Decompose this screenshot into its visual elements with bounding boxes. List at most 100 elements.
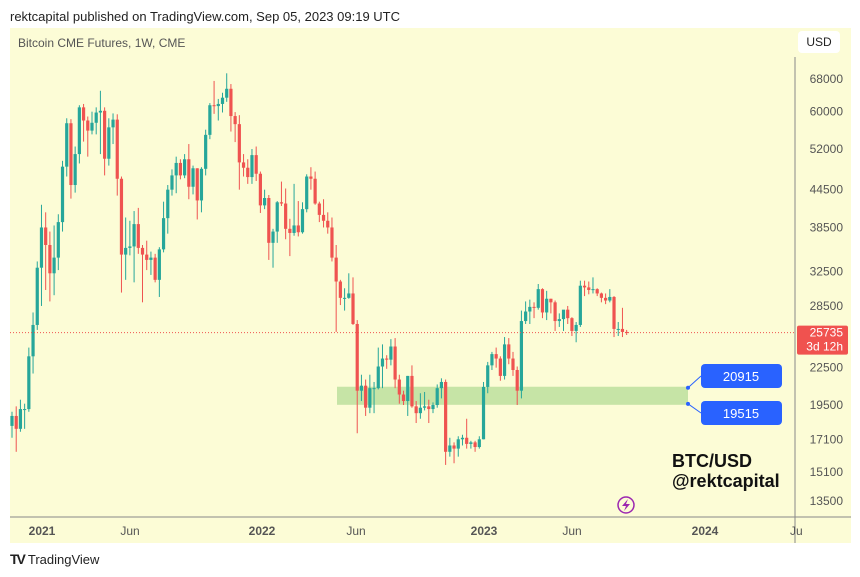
candle-body xyxy=(305,176,309,210)
candle-body xyxy=(115,119,119,179)
zone-bottom-label-connector xyxy=(687,403,702,414)
candle-body xyxy=(94,112,98,123)
candle-body xyxy=(77,107,81,155)
zone-bottom-label-box[interactable] xyxy=(701,401,782,425)
candle-body xyxy=(536,289,540,308)
zone-top-label-anchor[interactable] xyxy=(686,385,690,390)
candle-body xyxy=(507,344,511,359)
chart-panel[interactable] xyxy=(10,28,851,543)
candle-body xyxy=(406,375,410,402)
candle-body xyxy=(524,311,528,322)
candle-body xyxy=(498,358,502,376)
candle-body xyxy=(582,285,587,288)
candle-body xyxy=(364,385,368,408)
candle-body xyxy=(342,297,347,299)
candle-body xyxy=(35,267,39,325)
price-tick-label: 38500 xyxy=(810,220,844,234)
current-price-tag xyxy=(797,325,848,355)
candle-body xyxy=(469,442,473,444)
candle-body xyxy=(65,123,69,167)
candle-body xyxy=(570,318,574,331)
candle-body xyxy=(477,439,481,448)
candle-body xyxy=(174,162,178,176)
candle-body xyxy=(279,202,284,204)
candle-body xyxy=(401,394,406,402)
candle-body xyxy=(612,296,616,329)
candle-body xyxy=(625,331,629,333)
candle-body xyxy=(263,198,267,206)
candle-body xyxy=(347,293,351,298)
candle-body xyxy=(132,224,136,247)
candle-body xyxy=(187,159,191,187)
candle-body xyxy=(591,289,595,291)
time-tick-label: 2022 xyxy=(249,524,276,538)
candle-body xyxy=(452,445,456,449)
candle-body xyxy=(208,105,212,135)
candle-body xyxy=(444,381,448,452)
candle-body xyxy=(157,249,161,280)
candle-body xyxy=(212,105,216,107)
candle-body xyxy=(73,154,77,186)
candle-body xyxy=(376,366,380,389)
candle-body xyxy=(414,406,418,414)
candle-body xyxy=(532,306,536,308)
candle-body xyxy=(616,328,620,330)
support-zone[interactable] xyxy=(337,386,688,405)
price-tick-label: 22500 xyxy=(810,361,844,375)
candle-body xyxy=(161,218,166,250)
candle-body xyxy=(309,176,313,179)
candle-body xyxy=(317,203,321,215)
candle-body xyxy=(191,168,195,187)
candle-body xyxy=(385,358,389,360)
candle-body xyxy=(199,168,204,201)
candle-body xyxy=(540,289,545,313)
candle-body xyxy=(422,406,427,408)
candle-body xyxy=(326,220,330,228)
candle-body xyxy=(515,369,519,391)
lightning-icon[interactable] xyxy=(617,496,635,514)
candle-body xyxy=(296,225,300,233)
candle-body xyxy=(250,155,254,178)
candle-body xyxy=(372,388,376,390)
candle-body xyxy=(380,358,385,367)
price-tick-label: 15100 xyxy=(810,465,844,479)
candle-body xyxy=(56,222,60,258)
bar-countdown: 3d 12h xyxy=(806,340,843,354)
candle-body xyxy=(435,388,439,406)
candle-body xyxy=(258,173,262,206)
candle-body xyxy=(549,298,553,303)
time-tick-label: Ju xyxy=(790,524,803,538)
candle-body xyxy=(275,202,279,232)
candle-body xyxy=(103,110,107,159)
price-tick-label: 17100 xyxy=(810,432,844,446)
candle-body xyxy=(216,103,220,107)
candle-body xyxy=(166,189,170,219)
candle-body xyxy=(608,296,612,301)
candle-body xyxy=(195,168,199,201)
watermark-symbol: BTC/USD xyxy=(672,451,752,471)
candle-body xyxy=(620,328,625,332)
candle-body xyxy=(111,119,115,128)
candle-body xyxy=(204,134,208,169)
candle-body xyxy=(271,231,275,243)
candle-body xyxy=(254,155,258,174)
candle-body xyxy=(338,281,342,298)
candle-body xyxy=(490,354,494,366)
candle-body xyxy=(14,415,18,429)
time-tick-label: 2021 xyxy=(29,524,56,538)
candle-body xyxy=(599,293,603,298)
currency-button[interactable]: USD xyxy=(798,31,840,53)
zone-bottom-label-anchor[interactable] xyxy=(686,401,690,406)
candle-body xyxy=(397,379,401,395)
watermark-text: BTC/USD @rektcapital xyxy=(672,451,780,491)
candle-body xyxy=(288,228,292,233)
price-tick-label: 28500 xyxy=(810,299,844,313)
candle-body xyxy=(18,409,23,429)
candle-body xyxy=(300,209,305,233)
zone-top-label-box[interactable] xyxy=(701,364,782,388)
candle-body xyxy=(48,244,52,274)
footer-logo[interactable]: TV TradingView xyxy=(10,551,99,567)
candle-body xyxy=(267,198,271,243)
time-tick-label: 2023 xyxy=(471,524,498,538)
